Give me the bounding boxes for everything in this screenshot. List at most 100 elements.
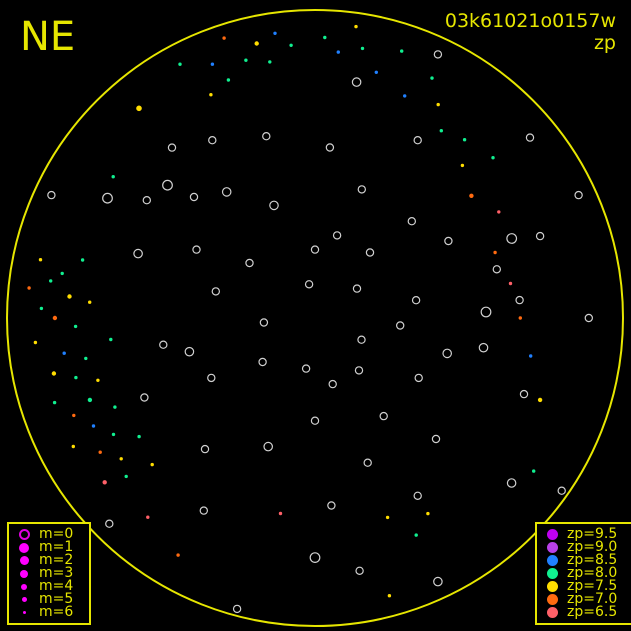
catalog-star-mark <box>515 295 524 305</box>
matched-star-mark <box>210 62 215 66</box>
magnitude-legend: m=0 m=1 m=2 m=3 m=4 m=5 m=6 <box>7 522 91 625</box>
zp-legend-label: zp=8.5 <box>567 552 618 568</box>
catalog-star-mark <box>506 478 517 488</box>
matched-star-mark <box>71 444 76 449</box>
magnitude-legend-item: m=5 <box>15 592 83 606</box>
matched-star-mark <box>336 50 340 54</box>
catalog-star-mark <box>192 245 201 254</box>
magnitude-legend-label: m=1 <box>39 539 74 555</box>
catalog-star-mark <box>480 306 492 318</box>
catalog-star-mark <box>525 133 535 142</box>
matched-star-mark <box>460 163 465 168</box>
catalog-star-mark <box>492 265 501 274</box>
matched-star-mark <box>87 397 93 403</box>
zp-color-swatch-icon <box>543 581 561 592</box>
catalog-star-mark <box>102 192 113 204</box>
catalog-star-mark <box>140 393 149 402</box>
magnitude-symbol-icon <box>15 542 33 553</box>
matched-star-mark <box>508 281 513 286</box>
matched-star-mark <box>469 193 474 198</box>
matched-star-mark <box>387 594 392 598</box>
catalog-star-mark <box>584 313 594 323</box>
matched-star-mark <box>111 432 116 437</box>
matched-star-mark <box>88 300 92 304</box>
catalog-star-mark <box>232 604 242 614</box>
matched-star-mark <box>254 41 259 46</box>
matched-star-mark <box>91 424 96 428</box>
magnitude-legend-label: m=3 <box>39 565 74 581</box>
catalog-star-mark <box>327 501 336 510</box>
matched-star-mark <box>532 469 536 473</box>
catalog-star-mark <box>352 284 362 293</box>
zp-color-swatch-icon <box>543 607 561 618</box>
catalog-star-mark <box>262 131 271 141</box>
catalog-star-mark <box>557 486 566 495</box>
matched-star-mark <box>222 36 226 40</box>
magnitude-legend-item: m=4 <box>15 579 83 593</box>
matched-star-mark <box>497 210 501 214</box>
catalog-star-mark <box>442 348 452 359</box>
magnitude-symbol-icon <box>15 529 33 540</box>
catalog-star-mark <box>221 187 232 197</box>
catalog-star-mark <box>263 441 273 452</box>
direction-label: NE <box>20 14 76 60</box>
catalog-star-mark <box>184 346 195 357</box>
matched-star-mark <box>136 105 142 112</box>
catalog-star-mark <box>162 179 173 191</box>
catalog-star-mark <box>363 458 372 467</box>
catalog-star-mark <box>325 143 335 152</box>
magnitude-legend-item: m=6 <box>15 605 83 619</box>
catalog-star-mark <box>304 280 314 289</box>
magnitude-symbol-icon <box>15 569 33 578</box>
magnitude-symbol-icon <box>15 556 33 565</box>
catalog-star-mark <box>519 389 529 399</box>
matched-star-mark <box>426 511 430 516</box>
magnitude-symbol-icon <box>15 611 33 614</box>
matched-star-mark <box>400 49 404 53</box>
magnitude-symbol-icon <box>15 583 33 590</box>
magnitude-symbol-icon <box>15 597 33 602</box>
catalog-star-mark <box>200 444 210 454</box>
matched-star-mark <box>124 474 128 479</box>
matched-star-mark <box>52 400 57 405</box>
catalog-star-mark <box>407 216 416 226</box>
zp-legend-label: zp=7.0 <box>567 591 618 607</box>
catalog-star-mark <box>431 434 441 444</box>
matched-star-mark <box>62 351 66 355</box>
magnitude-legend-item: m=0 <box>15 526 83 542</box>
matched-star-mark <box>119 457 123 461</box>
matched-star-mark <box>38 258 43 262</box>
zp-legend-label: zp=9.0 <box>567 539 618 555</box>
matched-star-mark <box>273 31 277 35</box>
matched-star-mark <box>98 450 102 454</box>
matched-star-mark <box>33 340 38 345</box>
matched-star-mark <box>289 43 293 47</box>
catalog-star-mark <box>433 50 443 59</box>
matched-star-mark <box>462 138 467 142</box>
matched-star-mark <box>176 553 180 557</box>
matched-star-mark <box>403 94 407 98</box>
matched-star-mark <box>493 250 497 255</box>
catalog-star-mark <box>413 491 422 500</box>
catalog-star-mark <box>354 366 364 375</box>
matched-star-mark <box>226 78 231 82</box>
zp-legend-item: zp=9.0 <box>543 539 627 555</box>
catalog-star-mark <box>105 519 114 528</box>
magnitude-legend-label: m=0 <box>39 526 74 542</box>
matched-star-mark <box>80 258 85 262</box>
matched-star-mark <box>39 306 44 311</box>
matched-star-mark <box>323 35 327 40</box>
catalog-star-mark <box>309 552 321 563</box>
catalog-star-mark <box>310 245 320 254</box>
zp-legend-item: zp=7.5 <box>543 579 627 593</box>
matched-star-mark <box>430 76 434 80</box>
catalog-star-mark <box>301 364 311 373</box>
matched-star-mark <box>109 337 113 342</box>
catalog-star-mark <box>159 340 168 349</box>
magnitude-legend-item: m=3 <box>15 565 83 581</box>
catalog-star-mark <box>535 231 545 241</box>
matched-star-mark <box>529 354 533 358</box>
zp-legend: zp=9.5 zp=9.0 zp=8.5 zp=8.0 zp=7.5 zp=7.0 zp=6… <box>535 522 631 625</box>
catalog-star-mark <box>357 185 366 194</box>
